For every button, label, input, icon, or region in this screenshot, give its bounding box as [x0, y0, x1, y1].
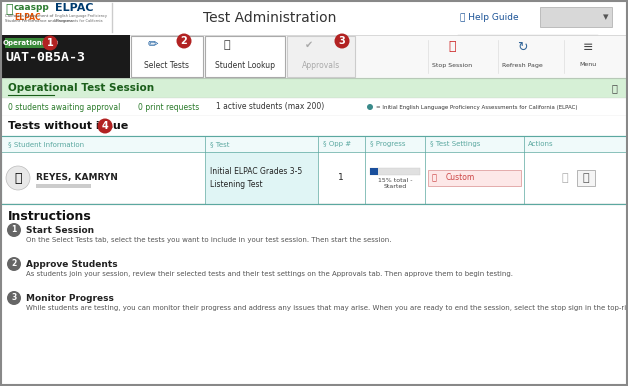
- Bar: [1, 78, 627, 98]
- Text: 0 students awaiting approval: 0 students awaiting approval: [8, 103, 121, 112]
- Bar: [1, 98, 627, 116]
- Circle shape: [335, 34, 350, 49]
- Text: 1: 1: [338, 173, 344, 183]
- Circle shape: [7, 223, 21, 237]
- Bar: [370, 168, 377, 175]
- Text: Instructions: Instructions: [8, 210, 92, 222]
- Circle shape: [7, 291, 21, 305]
- Bar: [36, 184, 91, 188]
- Text: 3: 3: [11, 293, 16, 303]
- Text: 15% total -
Started: 15% total - Started: [378, 178, 412, 189]
- Bar: [287, 36, 355, 77]
- Text: 1: 1: [46, 38, 53, 48]
- Text: Monitor Progress: Monitor Progress: [26, 294, 114, 303]
- Text: As students join your session, review their selected tests and their test settin: As students join your session, review th…: [26, 271, 513, 277]
- Bar: [577, 170, 595, 186]
- Text: Tests without issue: Tests without issue: [8, 121, 128, 131]
- Text: 4: 4: [102, 121, 109, 131]
- Text: ≡: ≡: [583, 41, 593, 54]
- Text: REYES, KAMRYN: REYES, KAMRYN: [36, 173, 118, 182]
- Text: Ⓜ: Ⓜ: [5, 3, 13, 16]
- Text: = Initial English Language Proficiency Assessments for California (ELPAC): = Initial English Language Proficiency A…: [376, 105, 578, 110]
- Bar: [206, 152, 318, 204]
- Bar: [1, 136, 627, 204]
- Text: ⏸: ⏸: [583, 173, 589, 183]
- Bar: [2, 2, 110, 34]
- Text: ELPAC: ELPAC: [14, 13, 41, 22]
- Text: 🔍: 🔍: [224, 40, 230, 50]
- Text: Select Tests: Select Tests: [144, 61, 190, 69]
- Text: While students are testing, you can monitor their progress and address any issue: While students are testing, you can moni…: [26, 305, 628, 311]
- Text: 0 print requests: 0 print requests: [138, 103, 199, 112]
- Text: ⛔: ⛔: [448, 41, 456, 54]
- Text: 2: 2: [11, 259, 16, 269]
- Bar: [1, 1, 627, 35]
- Circle shape: [367, 104, 373, 110]
- Bar: [131, 36, 203, 77]
- Text: 2: 2: [181, 36, 187, 46]
- Text: Actions: Actions: [528, 141, 554, 147]
- Text: 🔖: 🔖: [561, 173, 568, 183]
- Text: Test Administration: Test Administration: [203, 11, 337, 25]
- Text: Operational: Operational: [3, 40, 50, 46]
- Text: 3: 3: [338, 36, 345, 46]
- Text: Stop Session: Stop Session: [432, 63, 472, 68]
- Text: ↻: ↻: [517, 41, 528, 54]
- Text: § Test Settings: § Test Settings: [430, 141, 480, 147]
- Text: 🖨: 🖨: [611, 83, 617, 93]
- Text: ✔: ✔: [305, 40, 313, 50]
- Circle shape: [97, 119, 112, 134]
- Text: ✏: ✏: [148, 39, 158, 51]
- Text: Student Lookup: Student Lookup: [215, 61, 275, 69]
- Text: caaspp: caaspp: [14, 3, 50, 12]
- Text: § Opp #: § Opp #: [323, 141, 351, 147]
- Text: 1: 1: [11, 225, 16, 235]
- Circle shape: [7, 257, 21, 271]
- Bar: [2, 35, 130, 78]
- Text: Initial ELPAC Grades 3-5
Listening Test: Initial ELPAC Grades 3-5 Listening Test: [210, 167, 302, 189]
- Bar: [1, 116, 627, 136]
- Circle shape: [6, 166, 30, 190]
- Text: 👁: 👁: [432, 173, 437, 183]
- Text: § Test: § Test: [210, 141, 229, 147]
- Circle shape: [43, 36, 58, 51]
- Text: Menu: Menu: [580, 63, 597, 68]
- Text: Approvals: Approvals: [302, 61, 340, 69]
- Bar: [1, 204, 627, 386]
- Bar: [540, 7, 612, 27]
- Text: 👤: 👤: [14, 171, 22, 185]
- Bar: [5, 38, 48, 48]
- Bar: [370, 168, 420, 175]
- Text: ELPAC: ELPAC: [55, 3, 94, 13]
- Bar: [2, 136, 626, 152]
- Bar: [1, 35, 627, 78]
- Text: § Progress: § Progress: [370, 141, 406, 147]
- Text: Start Session: Start Session: [26, 226, 94, 235]
- Text: Approve Students: Approve Students: [26, 260, 117, 269]
- Bar: [205, 36, 285, 77]
- Text: ▾: ▾: [603, 12, 609, 22]
- Text: California Assessment of
Student Performance and Progress: California Assessment of Student Perform…: [5, 14, 73, 23]
- Circle shape: [176, 34, 192, 49]
- Text: Operational Test Session: Operational Test Session: [8, 83, 154, 93]
- Text: ⓘ Help Guide: ⓘ Help Guide: [460, 14, 519, 22]
- Text: On the Select Tests tab, select the tests you want to include in your test sessi: On the Select Tests tab, select the test…: [26, 237, 391, 243]
- Text: UAT-0B5A-3: UAT-0B5A-3: [5, 51, 85, 64]
- Bar: [428, 170, 521, 186]
- Text: Refresh Page: Refresh Page: [502, 63, 543, 68]
- Text: § Student Information: § Student Information: [8, 141, 84, 147]
- Text: English Language Proficiency
Assessments for California: English Language Proficiency Assessments…: [55, 14, 107, 23]
- Text: Custom: Custom: [446, 173, 475, 183]
- Text: 1 active students (max 200): 1 active students (max 200): [216, 103, 324, 112]
- Text: D: D: [52, 40, 57, 46]
